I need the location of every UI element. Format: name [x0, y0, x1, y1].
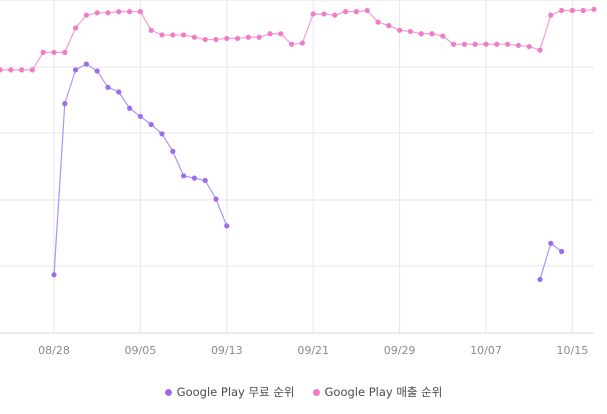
data-point — [181, 173, 187, 179]
data-point — [202, 177, 208, 184]
data-point — [299, 40, 305, 46]
data-point — [83, 12, 89, 18]
data-point — [127, 105, 133, 111]
data-point — [278, 31, 284, 37]
data-point — [51, 49, 57, 55]
data-point — [224, 223, 230, 229]
data-point — [73, 67, 79, 73]
data-point — [494, 41, 500, 47]
legend-marker-free-rank — [164, 388, 172, 396]
data-point — [548, 240, 554, 246]
data-point — [548, 12, 554, 18]
legend-item-revenue-rank[interactable]: Google Play 매출 순위 — [312, 384, 443, 400]
x-tick-label: 09/05 — [125, 344, 157, 357]
data-point — [0, 67, 3, 73]
legend-label-revenue-rank: Google Play 매출 순위 — [324, 385, 443, 399]
series-line — [539, 242, 562, 280]
data-point — [245, 34, 251, 40]
data-point — [364, 7, 370, 14]
data-point — [375, 19, 381, 25]
x-tick-label: 10/15 — [557, 344, 589, 357]
data-point — [505, 41, 511, 47]
x-axis: 08/28 09/05 09/13 09/21 09/29 10/07 10/15 — [38, 344, 588, 357]
series-0 — [51, 61, 565, 283]
data-point — [213, 196, 219, 202]
data-point — [62, 49, 68, 55]
data-point — [418, 31, 424, 37]
data-point — [51, 272, 57, 278]
data-point — [332, 12, 338, 18]
data-point — [137, 9, 143, 15]
data-point — [213, 36, 219, 43]
data-point — [191, 175, 197, 181]
legend-marker-revenue-rank — [312, 388, 320, 396]
data-point — [407, 28, 413, 35]
data-point — [451, 41, 457, 47]
data-point — [289, 41, 295, 47]
data-point — [353, 9, 359, 15]
data-point — [310, 11, 316, 17]
data-point — [137, 113, 143, 120]
series-1 — [0, 6, 597, 73]
data-point — [224, 35, 230, 42]
x-tick-label: 08/28 — [38, 344, 70, 357]
data-point — [472, 41, 478, 47]
data-point — [73, 25, 79, 31]
x-tick-label: 09/29 — [384, 344, 416, 357]
data-point — [8, 67, 14, 73]
data-point — [386, 23, 392, 29]
data-point — [537, 276, 543, 283]
data-point — [127, 9, 133, 15]
legend-label-free-rank: Google Play 무료 순위 — [176, 385, 295, 399]
data-point — [202, 36, 208, 43]
legend-item-free-rank[interactable]: Google Play 무료 순위 — [164, 384, 295, 400]
data-point — [515, 42, 522, 49]
data-point — [580, 7, 586, 14]
data-point — [591, 6, 597, 12]
data-point — [267, 31, 273, 37]
data-point — [94, 10, 100, 16]
data-point — [256, 34, 262, 40]
data-point — [159, 32, 165, 38]
series-line — [0, 8, 595, 71]
data-point — [537, 47, 543, 53]
data-point — [569, 7, 576, 14]
data-point — [526, 43, 532, 50]
data-point — [148, 121, 154, 128]
x-tick-label: 09/13 — [211, 344, 243, 357]
data-point — [148, 27, 154, 33]
data-point — [159, 131, 165, 137]
data-point — [105, 10, 111, 16]
data-point — [343, 9, 349, 15]
data-point — [440, 33, 446, 39]
data-point — [105, 84, 111, 90]
data-point — [483, 41, 489, 47]
x-tick-label: 09/21 — [297, 344, 329, 357]
data-point — [62, 101, 68, 107]
data-point — [116, 89, 122, 95]
data-point — [429, 31, 435, 37]
x-tick-label: 10/07 — [470, 344, 502, 357]
chart-legend: Google Play 무료 순위 Google Play 매출 순위 — [0, 384, 607, 400]
data-point — [461, 41, 467, 47]
data-point — [181, 32, 187, 38]
data-point — [321, 11, 327, 17]
chart-series — [0, 6, 597, 283]
chart-grid — [0, 0, 594, 334]
data-point — [191, 34, 197, 40]
data-point — [40, 49, 46, 55]
data-point — [559, 7, 565, 14]
data-point — [235, 35, 241, 42]
data-point — [170, 32, 176, 38]
data-point — [19, 67, 25, 73]
data-point — [170, 148, 176, 154]
data-point — [94, 68, 100, 74]
data-point — [559, 248, 565, 255]
data-point — [116, 9, 122, 15]
data-point — [83, 61, 89, 67]
data-point — [29, 67, 35, 73]
data-point — [397, 27, 403, 33]
